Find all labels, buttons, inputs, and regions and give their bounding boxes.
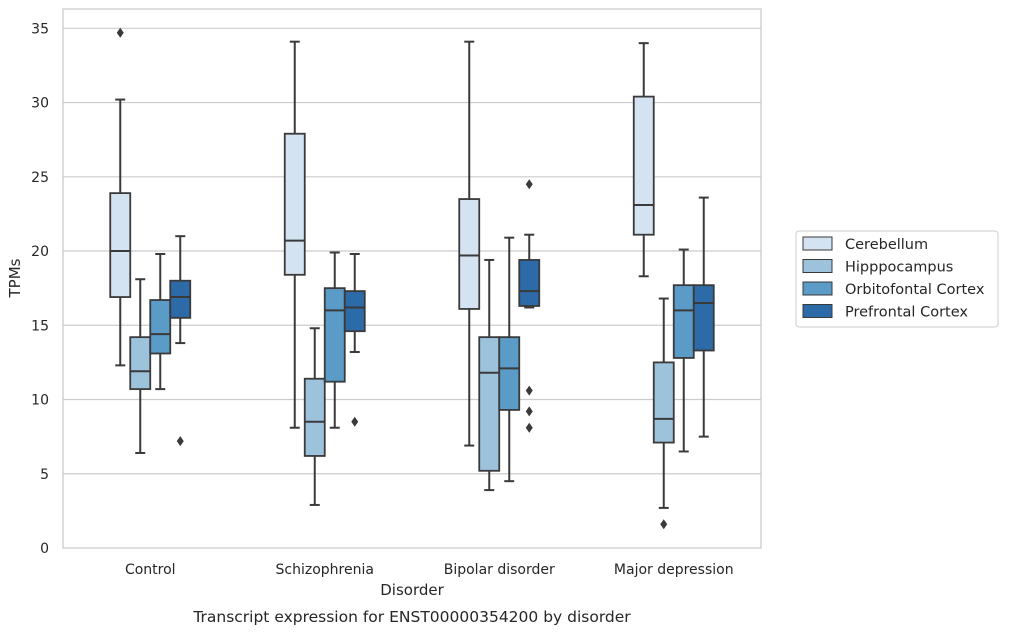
box-hipppocampus [652,297,675,530]
box-prefrontal-cortex [169,235,192,447]
x-axis-label: Disorder [380,581,444,599]
y-tick-label: 35 [31,21,49,37]
box-iqr [303,377,326,457]
outlier-point [525,406,533,417]
outlier-point [660,519,668,530]
box-hipppocampus [478,258,501,492]
box-orbitofontal-cortex [672,248,695,453]
box-orbitofontal-cortex [323,251,346,429]
box-cerebellum [632,42,655,278]
box-iqr [632,95,655,236]
box-iqr [498,336,521,411]
x-tick-label: Control [125,562,176,578]
box-iqr [283,132,306,276]
legend: Cerebellum Hipppocampus Orbitofontal Corte… [795,230,999,328]
outlier-point [525,179,533,190]
y-tick-labels: 0 5 10 15 20 25 30 35 [31,21,49,557]
y-tick-label: 20 [31,244,49,260]
y-tick-label: 15 [31,318,49,334]
outlier-point [176,436,184,447]
legend-swatch [802,259,833,273]
box-iqr [149,299,172,355]
chart-caption: Transcript expression for ENST0000035420… [192,608,631,626]
y-tick-label: 10 [31,393,49,409]
legend-frame [795,230,999,328]
legend-label: Prefrontal Cortex [845,305,968,321]
plot-frame [62,8,762,549]
box-orbitofontal-cortex [498,236,521,483]
box-iqr [169,279,192,319]
box-iqr [478,336,501,472]
legend-swatch [802,304,833,318]
x-tick-label: Schizophrenia [276,562,374,578]
box-hipppocampus [303,327,326,506]
y-tick-label: 5 [40,467,49,483]
box-prefrontal-cortex [692,196,715,438]
x-tick-label: Major depression [614,562,734,578]
box-cerebellum [458,40,481,447]
y-tick-label: 25 [31,170,49,186]
boxes [109,27,715,530]
box-iqr [692,284,715,352]
y-axis-label: TPMs [6,258,24,298]
box-iqr [129,336,152,391]
box-hipppocampus [129,278,152,454]
legend-label: Cerebellum [845,237,928,253]
outlier-point [525,422,533,433]
legend-label: Orbitofontal Cortex [845,282,985,298]
outlier-point [116,27,124,38]
box-iqr [518,259,541,307]
box-iqr [109,192,132,298]
outlier-point [525,385,533,396]
x-tick-labels: Control Schizophrenia Bipolar disorder Majo… [125,562,734,578]
y-tick-label: 0 [40,541,49,557]
box-iqr [652,361,675,444]
box-orbitofontal-cortex [149,253,172,391]
box-iqr [323,287,346,383]
box-cerebellum [109,27,132,367]
legend-label: Hipppocampus [845,260,953,276]
legend-swatch [802,236,833,251]
outlier-point [351,416,359,427]
box-iqr [343,290,366,333]
box-cerebellum [283,40,306,429]
x-tick-label: Bipolar disorder [444,562,555,578]
box-prefrontal-cortex [518,179,541,433]
legend-swatch [802,281,833,296]
box-iqr [672,284,695,359]
y-tick-label: 30 [31,96,49,112]
box-iqr [458,198,481,310]
box-prefrontal-cortex [343,253,366,427]
